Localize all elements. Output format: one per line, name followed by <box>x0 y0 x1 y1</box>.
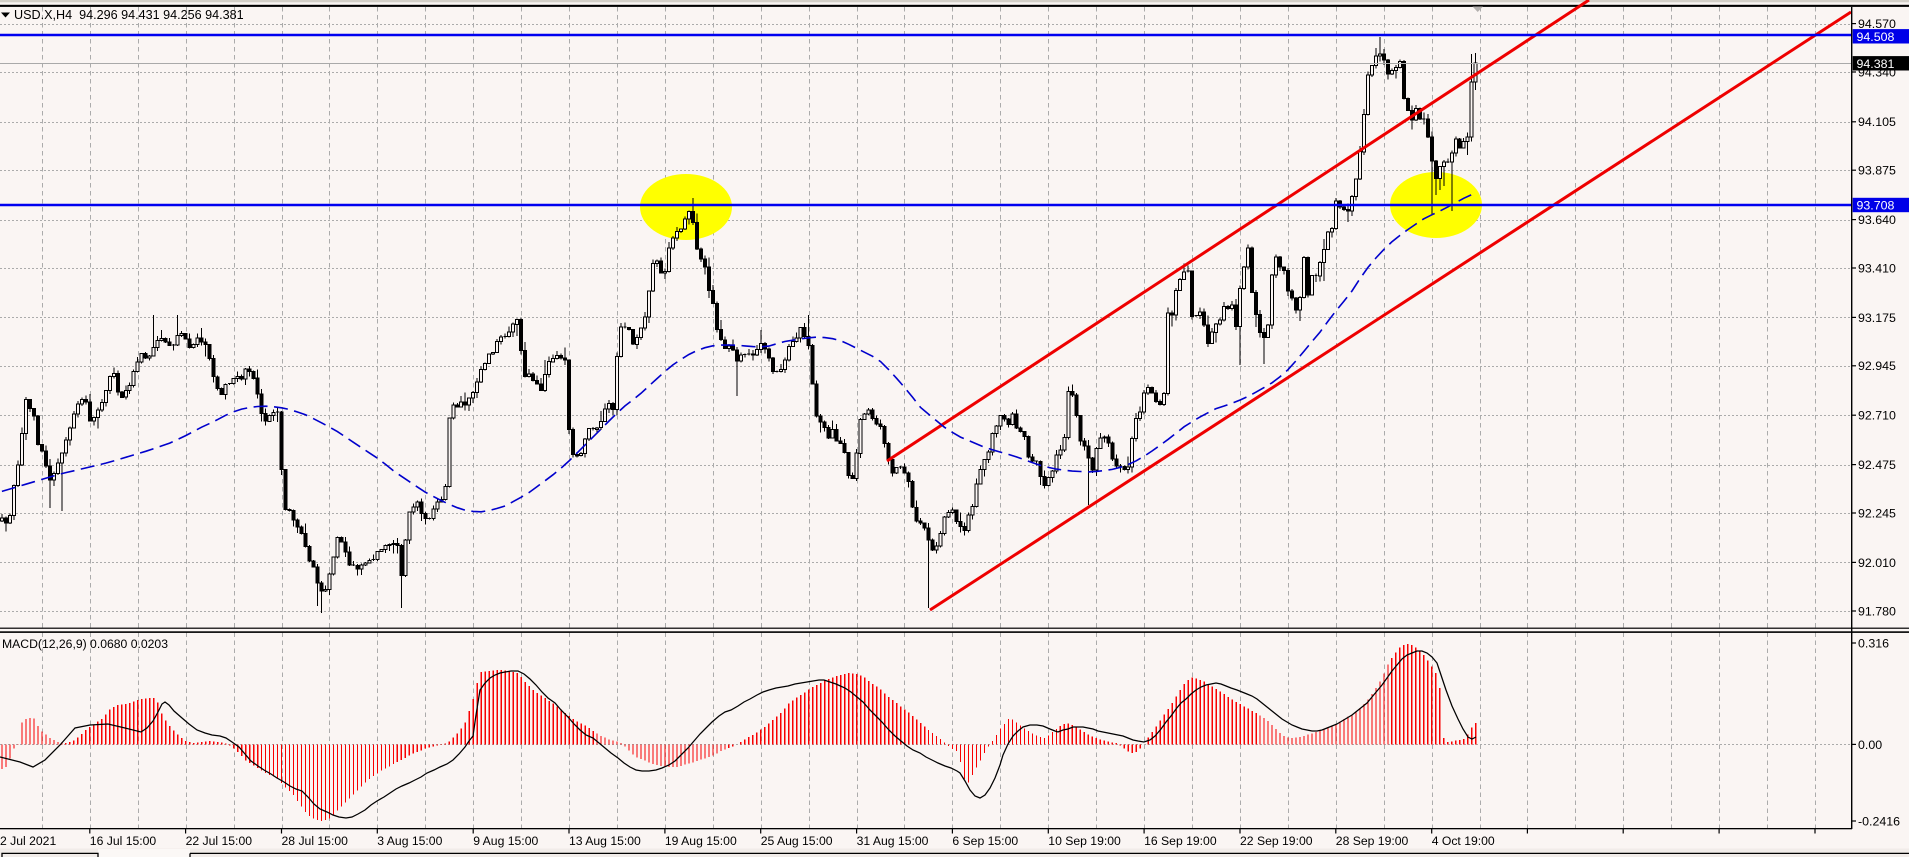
svg-text:4 Oct 19:00: 4 Oct 19:00 <box>1432 834 1495 848</box>
svg-text:91.780: 91.780 <box>1858 604 1896 618</box>
svg-text:2 Jul 2021: 2 Jul 2021 <box>0 834 56 848</box>
svg-text:92.245: 92.245 <box>1858 506 1896 520</box>
svg-text:94.508: 94.508 <box>1857 30 1895 44</box>
svg-text:0.316: 0.316 <box>1858 636 1889 650</box>
svg-text:93.640: 93.640 <box>1858 213 1896 227</box>
svg-text:31 Aug 15:00: 31 Aug 15:00 <box>857 834 929 848</box>
svg-text:22 Jul 15:00: 22 Jul 15:00 <box>186 834 253 848</box>
svg-text:25 Aug 15:00: 25 Aug 15:00 <box>761 834 833 848</box>
svg-text:92.010: 92.010 <box>1858 556 1896 570</box>
svg-text:-0.2416: -0.2416 <box>1858 814 1900 828</box>
svg-text:28 Sep 19:00: 28 Sep 19:00 <box>1336 834 1409 848</box>
svg-text:92.945: 92.945 <box>1858 359 1896 373</box>
svg-text:93.875: 93.875 <box>1858 164 1896 178</box>
svg-text:9 Aug 15:00: 9 Aug 15:00 <box>473 834 538 848</box>
svg-text:0.00: 0.00 <box>1858 738 1882 752</box>
svg-text:22 Sep 19:00: 22 Sep 19:00 <box>1240 834 1313 848</box>
svg-text:13 Aug 15:00: 13 Aug 15:00 <box>569 834 641 848</box>
svg-text:MACD(12,26,9) 0.0680 0.0203: MACD(12,26,9) 0.0680 0.0203 <box>2 637 168 651</box>
svg-text:10 Sep 19:00: 10 Sep 19:00 <box>1048 834 1121 848</box>
svg-text:16 Sep 19:00: 16 Sep 19:00 <box>1144 834 1217 848</box>
svg-text:3 Aug 15:00: 3 Aug 15:00 <box>377 834 442 848</box>
svg-text:94.105: 94.105 <box>1858 115 1896 129</box>
svg-text:93.410: 93.410 <box>1858 261 1896 275</box>
svg-text:6 Sep 15:00: 6 Sep 15:00 <box>952 834 1018 848</box>
svg-text:92.710: 92.710 <box>1858 409 1896 423</box>
svg-text:94.381: 94.381 <box>1857 57 1895 71</box>
svg-text:93.708: 93.708 <box>1857 199 1895 213</box>
svg-text:94.570: 94.570 <box>1858 17 1896 31</box>
svg-text:USD.X,H4 94.296 94.431 94.256: USD.X,H4 94.296 94.431 94.256 94.381 <box>14 8 244 22</box>
svg-text:92.475: 92.475 <box>1858 458 1896 472</box>
svg-text:19 Aug 15:00: 19 Aug 15:00 <box>665 834 737 848</box>
svg-text:28 Jul 15:00: 28 Jul 15:00 <box>282 834 349 848</box>
svg-text:16 Jul 15:00: 16 Jul 15:00 <box>90 834 157 848</box>
svg-text:93.175: 93.175 <box>1858 311 1896 325</box>
